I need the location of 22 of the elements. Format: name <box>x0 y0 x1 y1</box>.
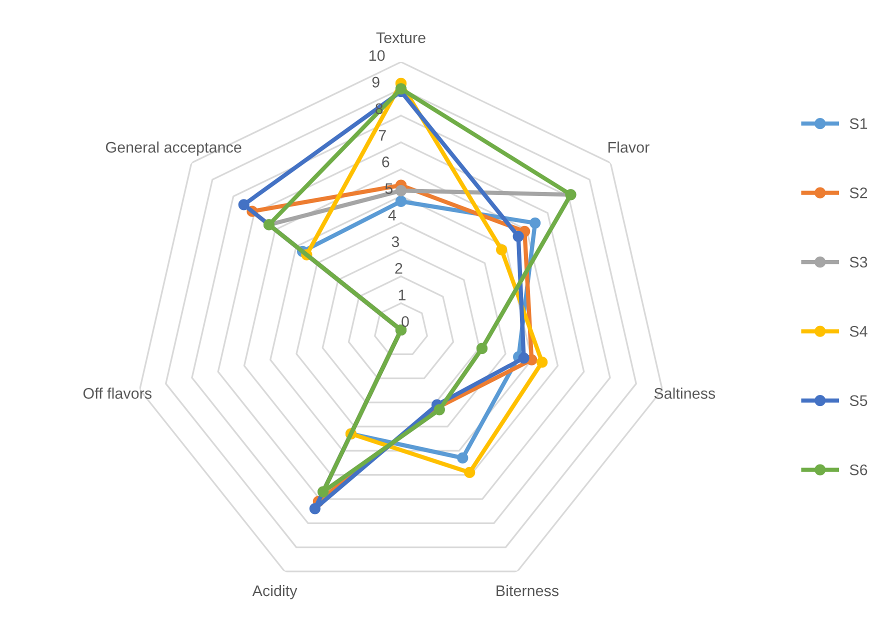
legend-label: S6 <box>850 464 868 476</box>
spoke-label: Flavor <box>608 141 650 153</box>
legend-label: S3 <box>850 256 868 268</box>
spoke-label: Acidity <box>252 584 298 600</box>
spoke-label: Biterness <box>496 584 559 596</box>
spoke-label: Texture <box>376 32 426 44</box>
legend-label: S2 <box>850 188 868 198</box>
legend-label: S5 <box>850 395 868 406</box>
y-tick-label: 1 <box>398 290 406 300</box>
y-tick-label: 10 <box>370 50 385 61</box>
spoke-label: Off flavors <box>83 388 152 399</box>
spoke-label: General acceptance <box>106 141 242 156</box>
legend-label: S4 <box>850 326 868 337</box>
legend-label: S1 <box>850 118 868 130</box>
y-tick-label: 4 <box>388 210 396 220</box>
y-tick-label: 7 <box>378 130 386 141</box>
y-tick-label: 0 <box>402 316 409 327</box>
y-tick-label: 3 <box>392 236 400 248</box>
y-tick-label: 2 <box>395 262 402 274</box>
y-tick-label: 6 <box>382 156 390 168</box>
spoke-label: Saltiness <box>654 388 716 399</box>
y-tick-label: 9 <box>372 76 380 88</box>
